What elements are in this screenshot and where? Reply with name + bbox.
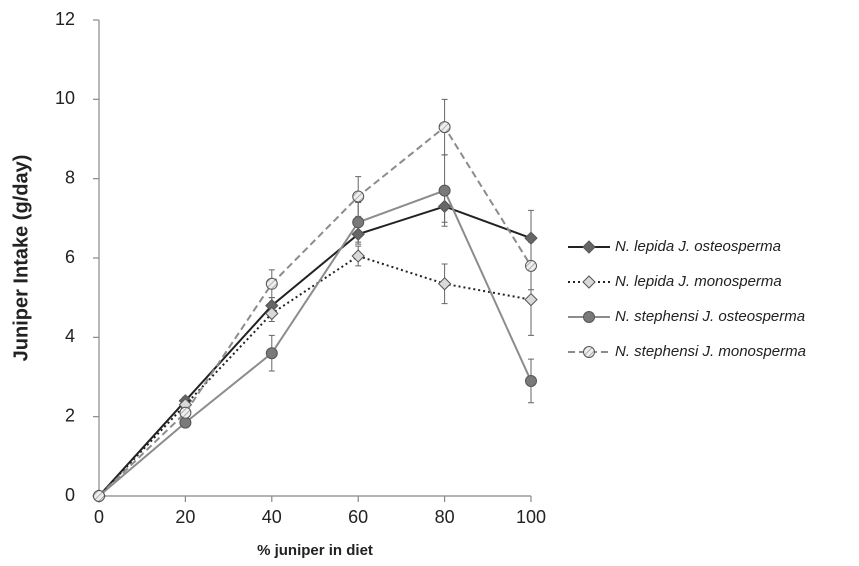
y-tick-label: 8 — [65, 167, 75, 187]
legend-marker — [582, 240, 596, 254]
series-line — [98, 189, 532, 497]
marker — [265, 277, 278, 290]
marker — [438, 184, 451, 197]
marker — [351, 249, 365, 263]
marker — [525, 259, 537, 272]
marker — [524, 292, 538, 307]
legend-label: N. stephensi J. osteosperma — [615, 308, 805, 325]
y-tick-label: 6 — [65, 247, 75, 267]
marker — [352, 216, 365, 229]
series-line — [98, 205, 532, 497]
marker — [179, 416, 192, 429]
y-tick-label: 4 — [65, 326, 75, 346]
marker — [352, 190, 365, 203]
x-tick-label: 60 — [348, 507, 368, 527]
legend-marker — [582, 275, 596, 289]
legend-label: N. lepida J. monosperma — [615, 273, 782, 290]
x-tick-label: 100 — [516, 507, 546, 527]
legend-label: N. stephensi J. monosperma — [615, 343, 806, 360]
x-axis-label: % juniper in diet — [257, 542, 373, 559]
legend-marker — [583, 311, 595, 323]
y-tick-label: 0 — [65, 485, 75, 505]
x-tick-label: 20 — [175, 507, 195, 527]
x-tick-label: 80 — [435, 507, 455, 527]
marker — [525, 374, 537, 387]
x-tick-label: 40 — [262, 507, 282, 527]
x-tick-label: 0 — [94, 507, 104, 527]
marker — [437, 277, 452, 291]
series-line — [98, 254, 532, 497]
marker — [265, 347, 278, 360]
y-tick-label: 12 — [55, 9, 75, 29]
legend-marker — [583, 346, 595, 358]
y-axis-label: Juniper Intake (g/day) — [10, 155, 32, 362]
legend-label: N. lepida J. osteosperma — [615, 238, 781, 255]
marker — [438, 121, 451, 134]
marker — [265, 306, 279, 321]
marker — [93, 490, 105, 502]
series-line — [98, 125, 532, 497]
y-tick-label: 10 — [55, 88, 75, 108]
y-tick-label: 2 — [65, 405, 75, 425]
marker — [179, 406, 192, 419]
